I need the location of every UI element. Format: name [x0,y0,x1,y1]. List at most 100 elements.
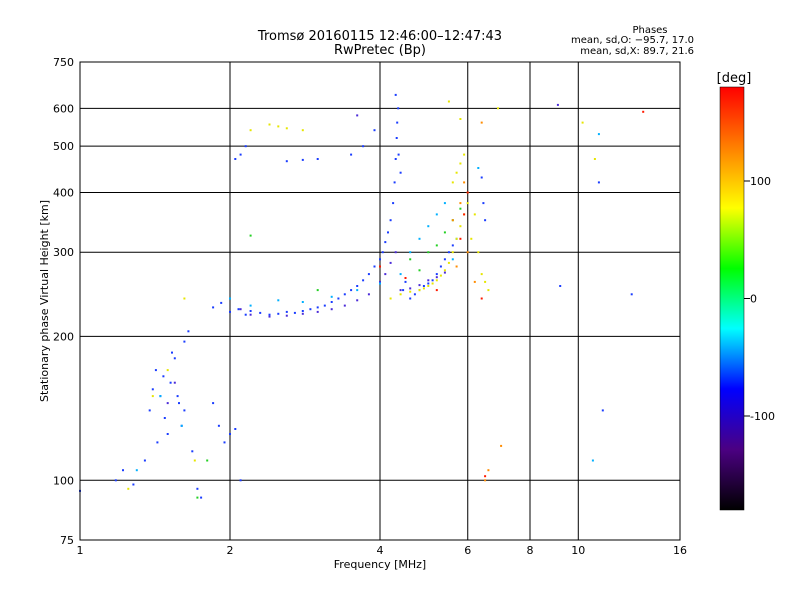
data-point [220,301,223,304]
colorbar-tick-label: 0 [750,293,757,306]
data-point [183,297,186,300]
data-point [418,269,421,272]
data-point [178,402,180,405]
data-point [191,450,194,453]
y-axis-label: Stationary phase Virtual Height [km] [38,200,51,402]
data-point [379,258,381,261]
data-point [451,181,454,184]
data-point [459,225,462,228]
data-point [459,202,462,205]
data-point [343,304,346,307]
y-tick-label: 100 [53,474,74,487]
chart-title: Tromsø 20160115 12:46:00–12:47:43 [257,29,502,44]
data-point [435,279,438,282]
data-point [466,251,469,254]
data-point [309,308,312,311]
data-point [127,487,130,490]
data-point [350,153,353,156]
data-point [268,313,271,316]
y-tick-label: 75 [60,534,74,547]
data-point [484,479,487,482]
data-point [418,237,421,240]
data-point [630,293,633,296]
data-point [143,459,146,462]
data-point [484,219,487,222]
data-point [132,483,135,486]
data-point [477,167,480,169]
data-point [379,265,381,268]
data-point [196,496,199,499]
data-point [379,280,381,283]
data-point [229,433,231,435]
data-point [384,273,387,276]
data-point [459,207,462,210]
data-point [249,310,252,312]
data-point [268,123,271,126]
data-point [239,308,242,311]
data-point [463,153,466,156]
data-point [277,312,280,315]
colorbar-label: [deg] [717,71,752,86]
data-point [480,176,483,179]
grid-lines [80,62,680,540]
data-point [356,289,359,292]
data-point [435,213,438,216]
y-tick-label: 200 [53,330,74,343]
data-point [451,244,454,247]
data-point [362,279,365,282]
data-point [435,289,438,292]
data-point [154,369,157,372]
data-point [477,251,480,254]
data-point [447,261,450,264]
data-point [169,381,172,384]
data-point [367,293,370,296]
data-point [581,121,584,124]
data-point [427,282,430,285]
data-point [455,237,458,240]
data-point [399,273,402,276]
data-point [455,265,458,268]
x-axis-label: Frequency [MHz] [334,558,426,571]
data-point [482,202,485,205]
data-point [393,181,396,184]
chart-subtitle: RwPretec (Bp) [334,43,426,58]
data-point [229,297,231,300]
data-point [301,129,304,132]
data-point [597,181,600,184]
data-point [480,273,483,276]
data-point [173,381,176,384]
data-point [151,388,154,391]
data-point [268,315,271,318]
data-point [166,369,169,372]
y-tick-label: 500 [53,140,74,153]
colorbar-ticks: 100 0 -100 [744,175,775,423]
data-point [396,121,399,124]
y-tick-label: 750 [53,56,74,69]
data-point [323,304,326,307]
data-point [642,110,645,113]
data-point [239,479,242,482]
data-point [330,301,333,303]
x-tick-label: 6 [464,544,471,557]
data-point [217,424,220,427]
data-point [249,234,252,237]
data-point [379,282,381,285]
data-point [466,191,469,194]
y-tick-label: 600 [53,102,74,115]
data-point [409,290,412,293]
data-point [427,279,430,282]
data-point [234,428,237,430]
data-point [394,251,397,254]
plot-frame [79,61,681,541]
data-point [373,129,376,132]
data-point [443,271,446,274]
data-point [443,269,446,272]
data-point [316,306,319,309]
data-point [337,297,340,300]
data-point [402,289,405,292]
data-point [148,409,151,412]
colorbar [719,86,745,511]
data-point [435,276,438,279]
data-point [427,251,430,254]
data-point [234,158,237,160]
